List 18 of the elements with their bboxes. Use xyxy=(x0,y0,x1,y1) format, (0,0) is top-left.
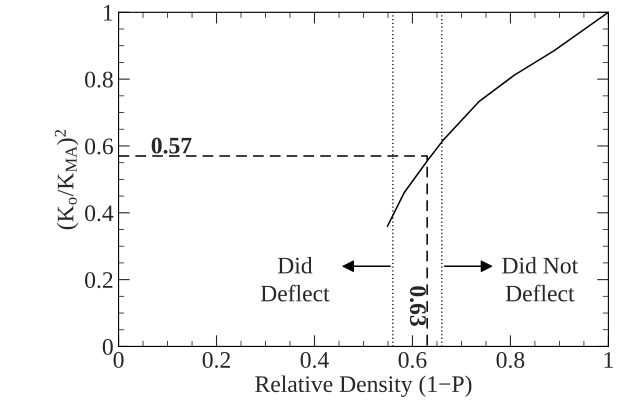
y-tick-label: 0.8 xyxy=(85,72,113,88)
y-tick-label: 1 xyxy=(104,4,112,20)
x-tick-label: 0.4 xyxy=(300,352,329,368)
y-tick-label: 0.2 xyxy=(85,272,112,288)
x-tick-label: 0.8 xyxy=(496,352,524,368)
x-tick-label: 0.6 xyxy=(398,352,427,368)
x-tick-label: 0.2 xyxy=(202,352,230,368)
annotation: Did Deflect xyxy=(260,256,330,302)
x-axis-title: Relative Density (1−P) xyxy=(255,376,472,397)
annotation: 0.57 xyxy=(152,138,192,154)
x-tick-label: 1 xyxy=(604,352,613,368)
y-tick-label: 0.4 xyxy=(85,205,114,222)
annotation: 0.63 xyxy=(410,286,426,326)
annotation: Did Not Deflect xyxy=(502,256,578,302)
y-axis-title: (K$_{o}$/K$_{MA}$)$^{2}$ xyxy=(54,130,78,230)
y-tick-label: 0.6 xyxy=(85,138,113,154)
y-tick-label: 0 xyxy=(102,338,113,355)
x-tick-label: 0 xyxy=(114,352,124,368)
